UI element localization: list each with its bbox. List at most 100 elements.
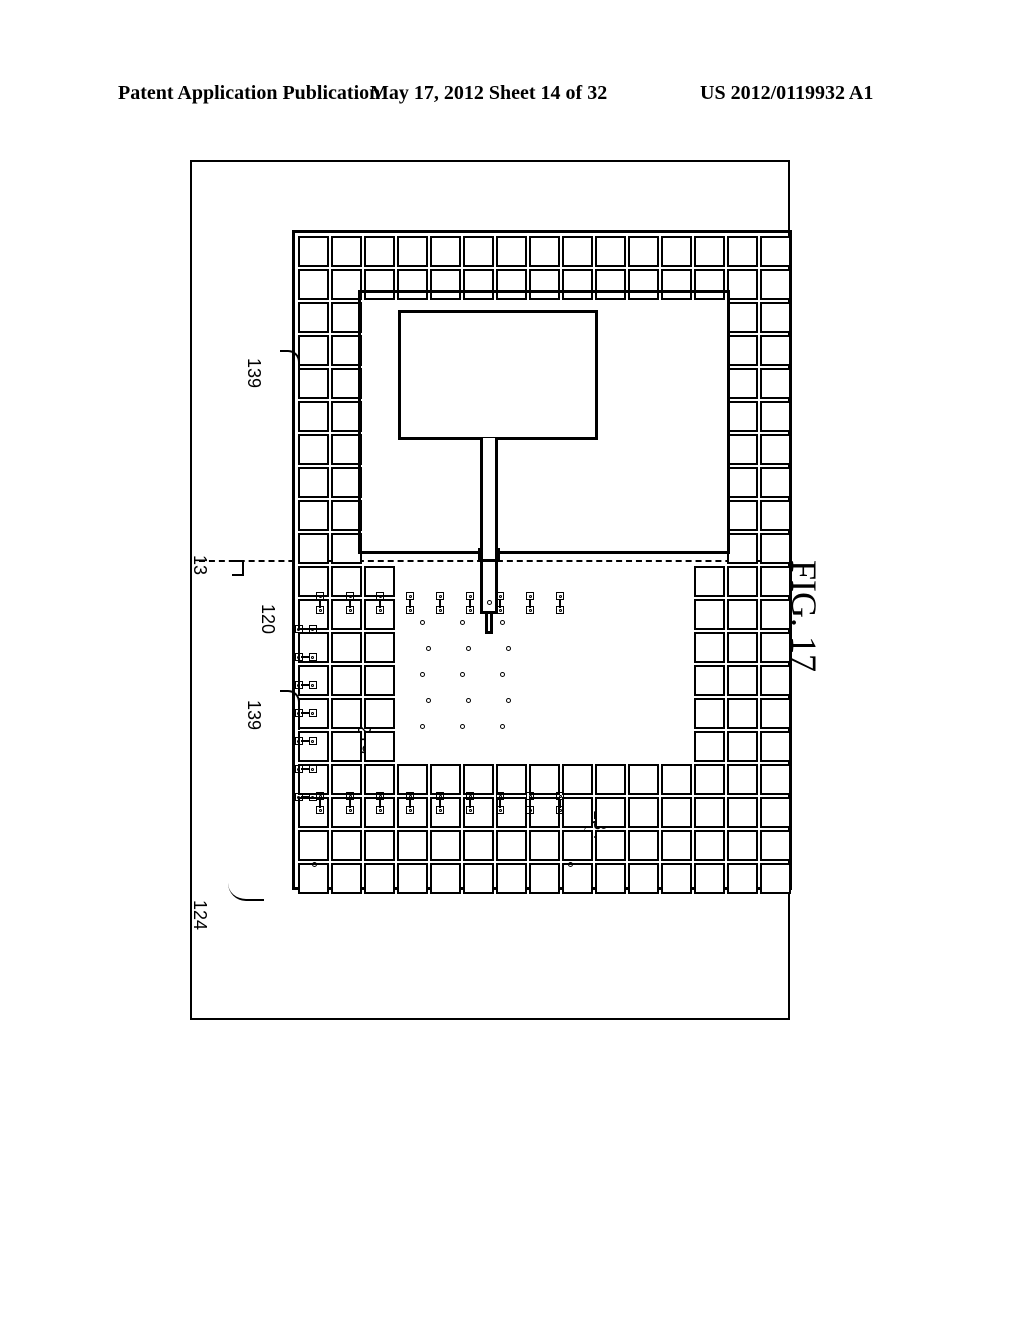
- grid-cell: [694, 731, 725, 762]
- via-dumbbell: [436, 592, 446, 616]
- grid-cell: [298, 467, 329, 498]
- grid-cell: [496, 863, 527, 894]
- grid-cell: [694, 797, 725, 828]
- grid-cell: [694, 599, 725, 630]
- via-dumbbell: [406, 792, 416, 816]
- grid-cell: [364, 830, 395, 861]
- grid-cell: [331, 764, 362, 795]
- grid-cell: [298, 401, 329, 432]
- grid-cell: [364, 698, 395, 729]
- via-hole: [420, 672, 425, 677]
- grid-cell: [562, 830, 593, 861]
- via-dumbbell: [466, 592, 476, 616]
- via-dumbbell: [556, 792, 566, 816]
- grid-cell: [727, 599, 758, 630]
- grid-cell: [727, 698, 758, 729]
- grid-cell: [298, 533, 329, 564]
- grid-cell: [727, 434, 758, 465]
- grid-cell: [760, 269, 791, 300]
- via-dumbbell: [406, 592, 416, 616]
- via-dumbbell: [376, 792, 386, 816]
- grid-cell: [331, 863, 362, 894]
- via-dumbbell: [466, 792, 476, 816]
- grid-cell: [760, 731, 791, 762]
- grid-cell: [760, 863, 791, 894]
- ref-13-leader: [232, 560, 244, 576]
- via-hole: [460, 620, 465, 625]
- grid-cell: [727, 467, 758, 498]
- via-hole: [500, 620, 505, 625]
- via-hole: [426, 646, 431, 651]
- grid-cell: [727, 269, 758, 300]
- grid-cell: [760, 599, 791, 630]
- antenna-body: [398, 310, 598, 440]
- grid-cell: [760, 500, 791, 531]
- ref-120: 120: [257, 604, 278, 634]
- grid-cell: [760, 368, 791, 399]
- via-hole: [426, 698, 431, 703]
- grid-cell: [298, 269, 329, 300]
- via-dumbbell: [496, 592, 506, 616]
- grid-cell: [595, 764, 626, 795]
- grid-cell: [727, 368, 758, 399]
- grid-cell: [595, 236, 626, 267]
- via-hole: [500, 724, 505, 729]
- grid-cell: [760, 632, 791, 663]
- grid-cell: [364, 731, 395, 762]
- grid-cell: [430, 764, 461, 795]
- via-dumbbell: [293, 681, 317, 691]
- grid-cell: [727, 401, 758, 432]
- via-dumbbell: [293, 709, 317, 719]
- grid-cell: [727, 731, 758, 762]
- grid-cell: [760, 434, 791, 465]
- grid-cell: [562, 863, 593, 894]
- grid-cell: [760, 335, 791, 366]
- grid-cell: [397, 236, 428, 267]
- grid-cell: [694, 863, 725, 894]
- grid-cell: [727, 302, 758, 333]
- grid-cell: [331, 731, 362, 762]
- via-dumbbell: [293, 625, 317, 635]
- grid-cell: [529, 830, 560, 861]
- via-dumbbell: [293, 765, 317, 775]
- grid-cell: [727, 830, 758, 861]
- grid-cell: [661, 830, 692, 861]
- ref-139-upper: 139: [243, 358, 264, 388]
- grid-cell: [298, 863, 329, 894]
- grid-cell: [463, 764, 494, 795]
- grid-cell: [661, 764, 692, 795]
- grid-cell: [298, 368, 329, 399]
- grid-cell: [727, 335, 758, 366]
- via-hole: [568, 862, 573, 867]
- grid-cell: [628, 236, 659, 267]
- grid-cell: [562, 236, 593, 267]
- ref-124: 124: [189, 900, 210, 930]
- feed-slot: [478, 548, 500, 562]
- grid-cell: [694, 665, 725, 696]
- ref-139-lower: 139: [243, 700, 264, 730]
- via-dumbbell: [316, 792, 326, 816]
- grid-cell: [562, 797, 593, 828]
- grid-cell: [364, 764, 395, 795]
- grid-cell: [496, 236, 527, 267]
- grid-cell: [760, 533, 791, 564]
- via-dumbbell: [293, 793, 317, 803]
- grid-cell: [397, 863, 428, 894]
- grid-cell: [760, 401, 791, 432]
- grid-cell: [661, 863, 692, 894]
- grid-cell: [463, 236, 494, 267]
- via-dumbbell: [526, 792, 536, 816]
- grid-cell: [364, 632, 395, 663]
- grid-cell: [760, 797, 791, 828]
- via-dumbbell: [376, 592, 386, 616]
- grid-cell: [529, 764, 560, 795]
- header-date-sheet: May 17, 2012 Sheet 14 of 32: [370, 82, 607, 105]
- grid-cell: [496, 764, 527, 795]
- grid-cell: [331, 830, 362, 861]
- grid-cell: [430, 236, 461, 267]
- grid-cell: [628, 764, 659, 795]
- grid-cell: [430, 863, 461, 894]
- header-publication: Patent Application Publication: [118, 82, 380, 105]
- grid-cell: [760, 236, 791, 267]
- grid-cell: [727, 665, 758, 696]
